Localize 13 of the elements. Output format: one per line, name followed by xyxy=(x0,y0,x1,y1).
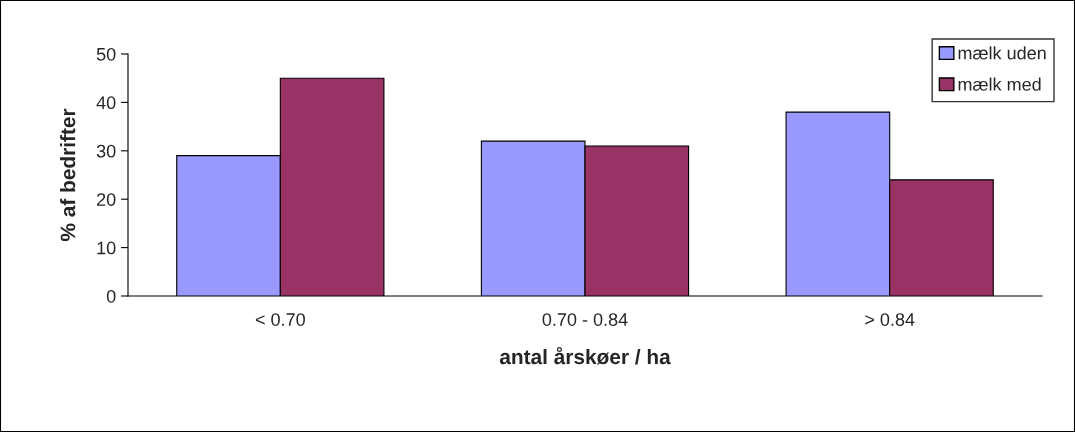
y-tick-label: 40 xyxy=(96,96,116,110)
x-tick-label: 0.70 - 0.84 xyxy=(542,313,628,326)
x-tick-label: < 0.70 xyxy=(255,313,305,326)
y-tick-label: 50 xyxy=(96,47,116,61)
y-tick-label: 20 xyxy=(97,193,116,206)
y-axis-title: % af bedrifter xyxy=(60,108,76,242)
legend-label: mælk med xyxy=(958,77,1041,91)
x-tick-label: > 0.84 xyxy=(865,313,915,326)
y-tick-label: 10 xyxy=(97,241,116,255)
legend-label: mælk uden xyxy=(958,46,1046,60)
y-tick-label: 0 xyxy=(106,289,116,303)
x-axis-title: antal årskøer / ha xyxy=(499,346,671,365)
y-tick-label: 30 xyxy=(96,144,116,158)
